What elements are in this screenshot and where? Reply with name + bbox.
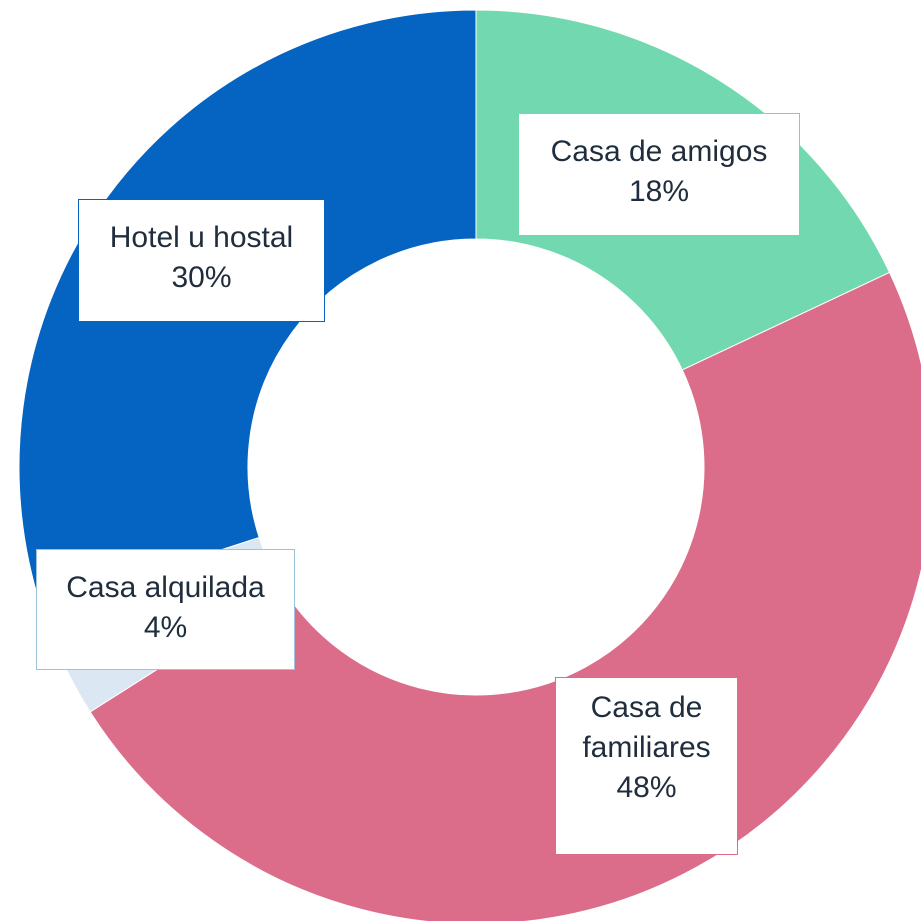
label-name: Casa de amigos [550,135,768,168]
data-label: Casa alquilada 4% [36,549,295,670]
data-label: Casa de amigos 18% [518,113,800,236]
label-value: 48% [616,771,677,804]
label-value: 18% [628,175,690,208]
label-name: Casa alquilada [66,571,265,604]
data-label: Casa de familiares 48% [555,677,738,855]
label-value: 30% [171,261,232,294]
data-label: Hotel u hostal 30% [78,199,325,322]
label-value: 4% [143,611,188,644]
label-name: Casa de familiares [582,691,711,764]
label-name: Hotel u hostal [109,221,294,254]
